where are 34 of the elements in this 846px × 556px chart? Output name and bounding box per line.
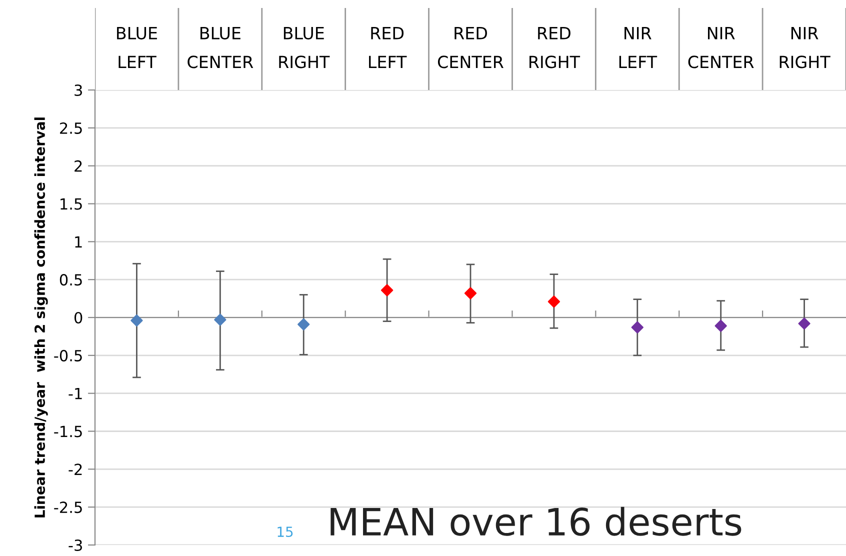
point [798, 317, 810, 330]
x-tick-label: NIR CENTER [688, 27, 754, 68]
y-tick-label: 0.5 [60, 274, 82, 286]
point [130, 314, 143, 327]
y-tick-label: 0 [74, 312, 82, 324]
y-axis-title: Linear trend/year with 2 sigma confidence interval [34, 118, 48, 518]
point [631, 321, 644, 334]
y-tick-label: -1 [68, 388, 82, 400]
point [298, 318, 310, 330]
x-tick-label: BLUE LEFT [117, 27, 157, 68]
point [464, 287, 477, 300]
y-tick-label: -3 [68, 539, 82, 552]
point [714, 320, 727, 332]
point [548, 296, 560, 308]
point [380, 284, 394, 296]
x-tick-label: BLUE RIGHT [279, 27, 330, 68]
x-tick-label: NIR RIGHT [780, 27, 830, 68]
y-tick-label: -1.5 [54, 426, 82, 438]
y-tick-label: 2.5 [60, 122, 82, 134]
annotation: MEAN over 16 deserts [330, 506, 742, 536]
y-tick-label: -0.5 [54, 350, 82, 362]
y-tick-label: -2.5 [54, 502, 82, 514]
y-tick-label: 1 [75, 236, 82, 248]
x-tick-label: RED RIGHT [530, 27, 580, 68]
x-tick-label: BLUE CENTER [188, 27, 254, 68]
y-tick-label: 3 [74, 84, 82, 96]
point [214, 314, 226, 326]
x-tick-label: RED CENTER [438, 27, 504, 68]
y-tick-label: 1.5 [60, 198, 82, 210]
y-tick-label: 2 [74, 160, 82, 172]
x-tick-label: NIR LEFT [619, 27, 658, 68]
annotation: 15 [278, 526, 293, 538]
x-tick-label: RED LEFT [369, 27, 407, 68]
y-tick-label: -2 [68, 464, 82, 475]
